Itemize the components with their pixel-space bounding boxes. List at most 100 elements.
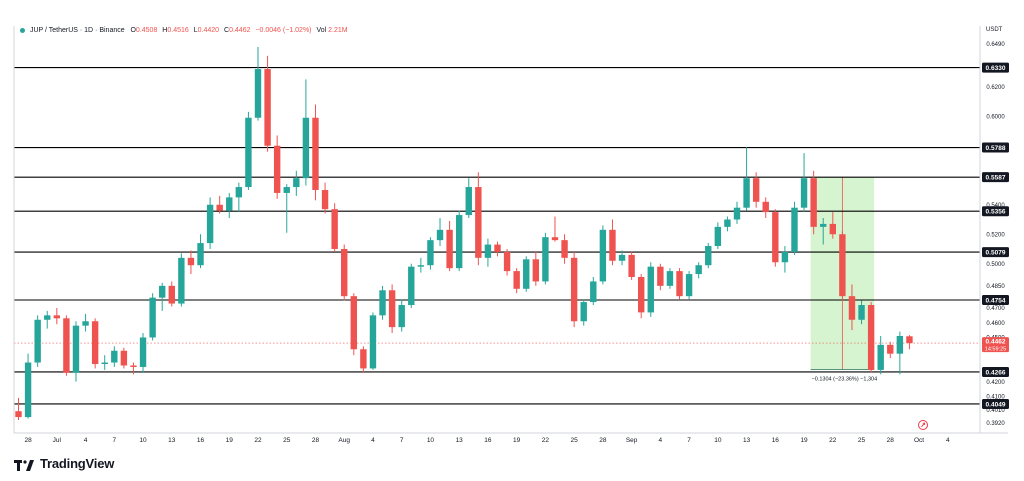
candle-body [839,234,846,297]
candle-body [781,251,789,263]
x-tick-label: 28 [312,437,320,444]
x-tick-label: Oct [914,437,924,444]
chart-legend: JUP / TetherUS · 1D · Binance O0.4508 H0… [20,27,351,34]
level-price-label: 0.4266 [986,369,1006,376]
candle-body [446,229,453,269]
x-tick-label: 19 [800,437,808,444]
event-arrow-icon [921,422,926,428]
candle-body [360,349,367,369]
candle-body [887,344,894,354]
price-axis: 0.6330 0.5788 0.5587 0.5356 0.5079 0.4754 0.42… [13,26,1009,433]
candle-body [523,259,530,289]
x-tick-label: 22 [542,437,550,444]
candle-body [733,207,741,220]
brand-name: TradingView [40,456,115,471]
candle-body [896,335,904,354]
level-price-label: 0.5587 [986,175,1006,182]
y-tick-label: 0.4600 [986,321,1005,327]
x-tick-label: 28 [24,437,32,444]
x-tick-label: 4 [84,437,88,444]
close-key: C [224,27,230,34]
level-price-label: 0.5079 [986,250,1006,257]
candle-body [44,315,51,320]
x-tick-label: Jul [53,437,62,444]
candle-body [705,246,712,266]
x-tick-label: 22 [254,437,262,444]
symbol-label[interactable]: JUP / TetherUS · 1D · Binance [29,27,125,34]
bar-countdown-label: 14:59:25 [985,346,1006,352]
candle-body [714,226,722,247]
current-price-label: 0.4462 [986,339,1006,346]
x-tick-label: 25 [571,437,579,444]
candle-body [647,266,654,313]
candle-body [685,274,693,297]
x-tick-label: Sep [626,437,638,444]
candle-body [551,237,559,241]
y-tick-label: 0.6000 [986,114,1005,120]
level-price-box [982,206,1009,217]
measure-range-label: −0.1304 (−23.36%) −1,304 [812,376,878,382]
candle-body [724,219,731,227]
candle-body [53,315,61,319]
candle-body [293,178,300,188]
open-key: O [130,27,136,34]
candle-body [829,223,836,235]
candle-body [609,229,616,261]
candle-body [283,187,290,193]
candle-body [312,117,319,190]
y-tick-label: 0.4010 [986,408,1005,414]
level-price-label: 0.6330 [986,65,1006,72]
x-tick-label: 16 [484,437,492,444]
x-tick-label: 16 [772,437,780,444]
change-value: −0.0046 (−1.02%) [255,27,312,34]
tradingview-brand: TradingView [14,456,114,471]
x-tick-label: 19 [513,437,521,444]
candle-body [580,302,587,322]
candle-body [408,266,415,306]
x-tick-label: 4 [371,437,375,444]
x-tick-label: 10 [139,437,147,444]
candle-body [628,254,635,278]
low-key: L [193,27,198,34]
x-tick-label: 4 [946,437,950,444]
candle-body [350,296,357,350]
candle-body [111,350,118,363]
candle-body [867,305,875,370]
candle-body [666,271,674,286]
candle-body [63,318,70,373]
candle-body [743,178,750,208]
x-tick-label: 25 [283,437,291,444]
candle-body [72,325,80,373]
candle-body [542,237,549,282]
x-tick-label: 28 [599,437,607,444]
low-value: 0.4420 [197,27,220,34]
price-level-lines [14,67,980,405]
time-axis: 28 Jul 4 7 10 13 16 19 22 25 28 Aug 4 7 10 13 16 19 22 25 28… [14,432,1008,444]
candle-body [302,117,310,179]
candle-body [503,251,511,272]
y-tick-label: 0.5000 [986,262,1005,268]
y-tick-label: 0.5400 [986,203,1005,209]
y-tick-label: 0.6490 [986,42,1005,48]
candle-body [561,240,568,258]
y-tick-label: 0.5200 [986,232,1005,238]
candle-body [599,229,607,282]
candle-body [159,285,166,298]
candle-body [436,229,444,241]
level-price-label: 0.4049 [986,401,1006,408]
candle-body [417,265,425,267]
candle-body [197,243,204,266]
candle-body [254,69,262,118]
close-value: 0.4462 [229,27,251,34]
candle-body [657,266,664,286]
volume-value: 2.21M [328,27,348,34]
candle-body [341,248,348,297]
x-tick-label: 13 [168,437,176,444]
candle-body [264,69,271,146]
currency-label[interactable]: USDT [986,27,1003,33]
candle-body [494,244,501,252]
candle-body [906,336,913,344]
x-tick-label: 7 [400,437,404,444]
candle-body [638,277,645,313]
